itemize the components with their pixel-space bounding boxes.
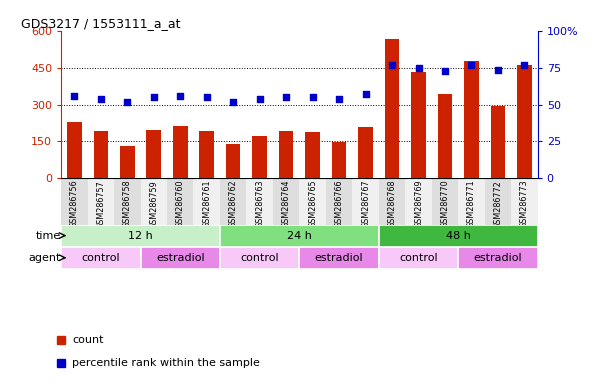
Text: GSM286768: GSM286768 (387, 180, 397, 228)
Bar (379, 178, 405, 225)
Bar (220, 178, 246, 225)
Point (255, 96, 265, 102)
Point (493, 67, 503, 73)
Text: time: time (36, 230, 61, 241)
Bar (332, 142, 346, 178)
Bar (246, 178, 273, 225)
Bar (273, 178, 299, 225)
Bar (458, 178, 485, 225)
Text: 24 h: 24 h (287, 230, 312, 241)
Text: GSM286760: GSM286760 (176, 180, 185, 228)
Bar (199, 131, 214, 178)
Point (229, 99, 238, 105)
Bar (385, 39, 400, 178)
Bar (299, 247, 379, 269)
Text: GSM286763: GSM286763 (255, 180, 264, 228)
Bar (299, 178, 326, 225)
Point (360, 91, 370, 97)
Bar (114, 178, 141, 225)
Bar (432, 178, 458, 225)
Text: GSM286770: GSM286770 (441, 180, 450, 228)
Text: GSM286759: GSM286759 (149, 180, 158, 228)
Bar (458, 247, 538, 269)
Point (467, 62, 477, 68)
Text: control: control (81, 253, 120, 263)
Text: GSM286758: GSM286758 (123, 180, 132, 228)
Point (440, 68, 450, 74)
Bar (87, 178, 114, 225)
Point (122, 99, 132, 105)
Point (70, 93, 79, 99)
Text: estradiol: estradiol (156, 253, 205, 263)
Text: GSM286769: GSM286769 (414, 180, 423, 228)
Bar (485, 178, 511, 225)
Bar (93, 131, 108, 178)
Bar (173, 126, 188, 178)
Text: count: count (72, 335, 104, 345)
Bar (141, 178, 167, 225)
Bar (379, 225, 538, 247)
Text: GDS3217 / 1553111_a_at: GDS3217 / 1553111_a_at (21, 17, 180, 30)
Text: GSM286756: GSM286756 (70, 180, 79, 228)
Bar (358, 127, 373, 178)
Text: GSM286765: GSM286765 (308, 180, 317, 228)
Bar (120, 146, 134, 178)
Point (308, 94, 318, 100)
Text: GSM286772: GSM286772 (494, 180, 502, 228)
Text: estradiol: estradiol (474, 253, 522, 263)
Bar (379, 247, 458, 269)
Point (96, 96, 106, 102)
Text: percentile rank within the sample: percentile rank within the sample (72, 358, 260, 368)
Point (519, 62, 529, 68)
Bar (61, 225, 220, 247)
Bar (279, 131, 293, 178)
Text: 48 h: 48 h (446, 230, 470, 241)
Bar (167, 178, 194, 225)
Point (334, 96, 344, 102)
Bar (141, 247, 220, 269)
Bar (353, 178, 379, 225)
Point (175, 93, 185, 99)
Bar (147, 130, 161, 178)
Bar (61, 178, 87, 225)
Bar (464, 61, 479, 178)
Point (387, 62, 397, 68)
Text: control: control (399, 253, 438, 263)
Text: GSM286761: GSM286761 (202, 180, 211, 228)
Text: agent: agent (29, 253, 61, 263)
Point (414, 65, 423, 71)
Bar (252, 136, 267, 178)
Point (202, 94, 211, 100)
Point (281, 94, 291, 100)
Text: GSM286766: GSM286766 (335, 180, 343, 228)
Text: GSM286764: GSM286764 (282, 180, 291, 228)
Text: control: control (240, 253, 279, 263)
Text: GSM286771: GSM286771 (467, 180, 476, 228)
Bar (326, 178, 353, 225)
Bar (511, 178, 538, 225)
Bar (226, 144, 241, 178)
Bar (194, 178, 220, 225)
Bar (437, 94, 452, 178)
Text: GSM286762: GSM286762 (229, 180, 238, 228)
Text: estradiol: estradiol (315, 253, 364, 263)
Bar (405, 178, 432, 225)
Bar (220, 225, 379, 247)
Bar (491, 106, 505, 178)
Bar (517, 65, 532, 178)
Text: GSM286773: GSM286773 (520, 180, 529, 228)
Bar (220, 247, 299, 269)
Text: 12 h: 12 h (128, 230, 153, 241)
Text: GSM286767: GSM286767 (361, 180, 370, 228)
Bar (306, 132, 320, 178)
Point (149, 94, 159, 100)
Bar (411, 72, 426, 178)
Bar (67, 122, 82, 178)
Bar (61, 247, 141, 269)
Text: GSM286757: GSM286757 (97, 180, 105, 228)
